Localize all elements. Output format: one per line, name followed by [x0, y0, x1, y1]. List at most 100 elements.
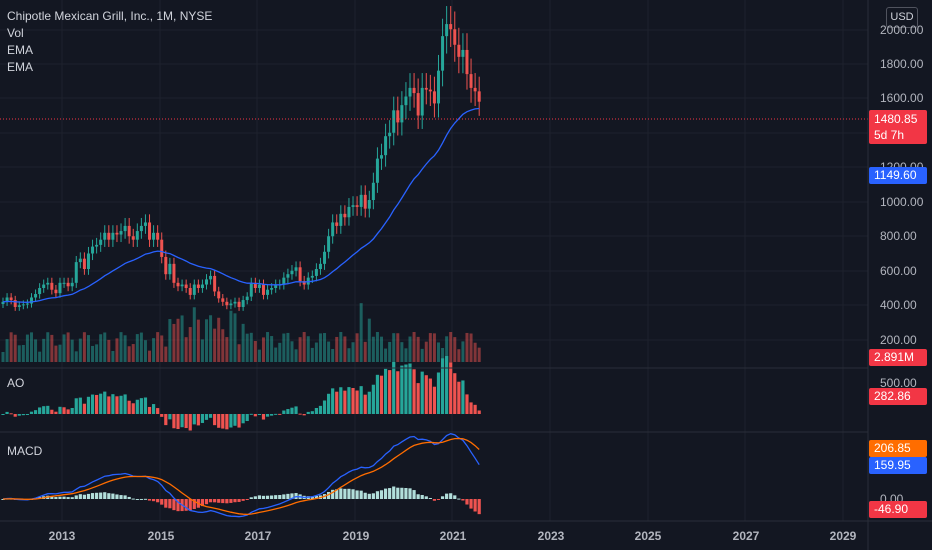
- candle: [445, 24, 449, 37]
- volume-bar: [249, 332, 253, 362]
- volume-bar: [261, 337, 265, 362]
- volume-bar: [343, 336, 347, 362]
- symbol-title[interactable]: Chipotle Mexican Grill, Inc., 1M, NYSE: [7, 9, 213, 23]
- candle: [257, 284, 261, 288]
- ao-bar: [383, 368, 388, 414]
- macd-hist-bar: [111, 493, 115, 499]
- candle: [274, 284, 278, 288]
- candle: [91, 246, 95, 254]
- volume-bar: [351, 342, 355, 362]
- ao-bar: [465, 394, 469, 414]
- volume-bar: [441, 347, 445, 362]
- volume-bar: [286, 332, 290, 362]
- ao-bar: [233, 414, 237, 426]
- macd-hist-bar: [396, 487, 400, 499]
- macd-hist-bar: [310, 496, 314, 499]
- ao-bar: [213, 414, 217, 426]
- volume-bar: [233, 313, 237, 362]
- ao-bar: [331, 388, 335, 414]
- candle: [70, 282, 74, 287]
- volume-bar: [327, 341, 331, 362]
- time-tick: 2015: [147, 529, 175, 543]
- currency-button[interactable]: USD: [886, 7, 918, 28]
- hist-value-tag: -46.90: [869, 501, 927, 518]
- candle: [290, 270, 294, 275]
- signal-line: [2, 437, 480, 516]
- macd-hist-bar: [58, 496, 62, 499]
- volume-bar: [205, 319, 208, 362]
- ao-bar: [416, 383, 420, 414]
- ao-bar: [184, 414, 188, 429]
- price-tick: 1600.00: [880, 91, 924, 105]
- candle: [363, 194, 367, 209]
- volume-bar: [294, 349, 298, 362]
- ao-bar: [298, 413, 302, 415]
- candle: [249, 282, 253, 297]
- ao-bar: [343, 390, 347, 414]
- price-tick: 800.00: [880, 229, 917, 243]
- volume-bar: [449, 332, 453, 362]
- candle: [241, 300, 245, 307]
- ao-bar: [428, 378, 432, 414]
- candle: [160, 239, 164, 257]
- ao-bar: [310, 411, 314, 414]
- volume-bar: [34, 339, 38, 362]
- ao-bar: [200, 414, 205, 423]
- macd-hist-bar: [99, 492, 103, 499]
- ao-bar: [314, 407, 318, 414]
- volume-bar: [192, 307, 196, 362]
- volume-bar: [298, 337, 302, 362]
- ao-bar: [302, 414, 306, 416]
- macd-hist-bar: [274, 495, 278, 499]
- candle: [176, 282, 180, 287]
- volume-bar: [50, 334, 54, 362]
- ao-bar: [261, 414, 266, 420]
- ao-bar: [58, 406, 62, 414]
- macd-hist-bar: [204, 499, 209, 505]
- macd-hist-bar: [82, 494, 86, 499]
- candle: [156, 232, 160, 240]
- ao-bar: [282, 410, 286, 414]
- candle: [17, 305, 21, 307]
- ao-bar: [379, 375, 384, 414]
- ao-legend[interactable]: AO: [7, 376, 25, 390]
- macd-hist-bar: [347, 488, 351, 499]
- ao-bar: [168, 414, 172, 420]
- candle: [172, 263, 176, 283]
- volume-bar: [86, 335, 90, 362]
- ao-bar: [1, 414, 5, 415]
- candle: [339, 213, 343, 226]
- macd-hist-bar: [164, 499, 168, 508]
- ao-bar: [74, 398, 78, 414]
- macd-legend[interactable]: MACD: [7, 444, 43, 458]
- candle: [408, 87, 412, 97]
- ao-bar: [5, 411, 9, 414]
- candle: [168, 263, 172, 275]
- candle: [477, 91, 481, 102]
- ao-bar: [107, 396, 111, 414]
- macd-hist-bar: [62, 496, 66, 499]
- candle: [416, 93, 420, 116]
- macd-hist-bar: [327, 492, 331, 499]
- legend-ema-2[interactable]: EMA: [7, 60, 34, 74]
- candle: [473, 87, 477, 92]
- time-tick: 2023: [537, 529, 565, 543]
- candle: [221, 298, 225, 302]
- grid-lines: [0, 0, 868, 521]
- candle: [66, 282, 70, 287]
- candle: [266, 289, 270, 295]
- volume-bar: [245, 333, 249, 362]
- macd-hist-bar: [367, 493, 371, 499]
- candle: [335, 222, 339, 226]
- volume-bar: [408, 336, 412, 362]
- time-tick: 2013: [48, 529, 76, 543]
- ao-bar: [432, 386, 437, 414]
- volume-bar: [339, 332, 343, 362]
- legend-ema-1[interactable]: EMA: [7, 43, 34, 57]
- ao-bar: [82, 403, 86, 414]
- legend-vol[interactable]: Vol: [7, 26, 24, 40]
- macd-hist-bar: [233, 499, 237, 503]
- ao-bar: [477, 410, 481, 414]
- volume-bar: [119, 332, 123, 362]
